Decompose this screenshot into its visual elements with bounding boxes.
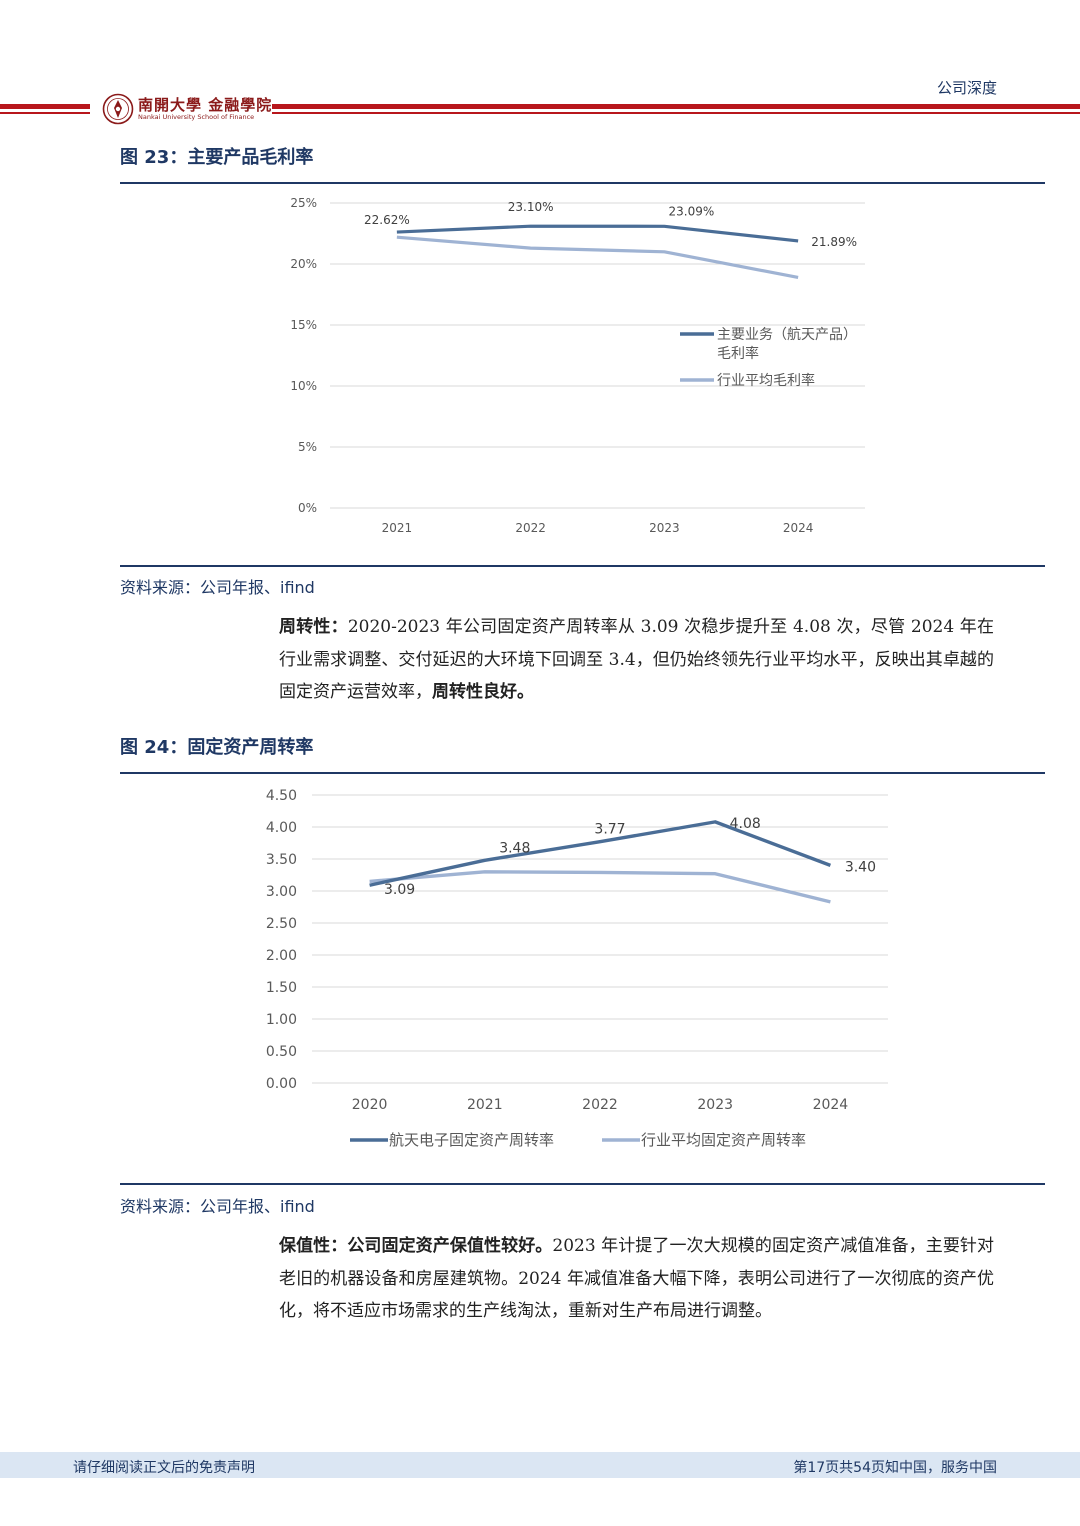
y-tick-label: 0%	[298, 501, 317, 515]
y-tick-label: 2.50	[266, 916, 297, 932]
y-tick-label: 0.50	[266, 1044, 297, 1060]
series-line-2	[396, 235, 799, 279]
data-label: 3.09	[384, 882, 415, 898]
figure-24-source: 资料来源：公司年报、ifind	[120, 1197, 315, 1216]
y-tick-label: 4.00	[266, 820, 297, 836]
footer-disclaimer: 请仔细阅读正文后的免责声明	[73, 1460, 255, 1476]
y-tick-label: 0.00	[266, 1076, 297, 1092]
section-label: 公司深度	[936, 79, 997, 97]
legend-label-1: 航天电子固定资产周转率	[389, 1131, 554, 1149]
data-label: 4.08	[730, 816, 761, 832]
logo-cn-text: 南開大學 金融學院	[138, 96, 273, 114]
legend-label-2: 行业平均固定资产周转率	[641, 1131, 806, 1149]
logo-en-text: Nankai University School of Finance	[138, 113, 255, 121]
figure-23-bottom-rule	[120, 565, 1045, 567]
data-label: 3.77	[594, 822, 625, 838]
value-retention-paragraph: 保值性：公司固定资产保值性较好。2023 年计提了一次大规模的固定资产减值准备，…	[279, 1230, 994, 1328]
y-tick-label: 3.00	[266, 884, 297, 900]
turnover-body: 2020-2023 年公司固定资产周转率从 3.09 次稳步提升至 4.08 次…	[279, 617, 994, 702]
x-tick-label: 2021	[467, 1097, 503, 1113]
y-tick-label: 25%	[290, 196, 317, 210]
series-line-1	[369, 820, 832, 887]
figure-24-top-rule	[120, 772, 1045, 774]
y-tick-label: 1.00	[266, 1012, 297, 1028]
x-tick-label: 2023	[649, 521, 680, 535]
value-retention-lead: 保值性：公司固定资产保值性较好。	[279, 1236, 553, 1256]
turnover-paragraph: 周转性：2020-2023 年公司固定资产周转率从 3.09 次稳步提升至 4.…	[279, 611, 994, 709]
figure-24-bottom-rule	[120, 1183, 1045, 1185]
y-tick-label: 5%	[298, 440, 317, 454]
footer-band	[0, 1452, 1080, 1478]
figure-23-title: 图 23：主要产品毛利率	[120, 147, 314, 168]
data-label: 23.09%	[668, 204, 714, 218]
header-rule-left-top	[0, 104, 90, 109]
y-tick-label: 3.50	[266, 852, 297, 868]
figure-24-title: 图 24：固定资产周转率	[120, 737, 314, 758]
legend-label-2: 行业平均毛利率	[717, 372, 815, 389]
x-tick-label: 2022	[515, 521, 546, 535]
header-rule-right-bottom	[272, 112, 1080, 114]
turnover-lead: 周转性：	[279, 617, 348, 637]
data-label: 21.89%	[811, 235, 857, 249]
y-tick-label: 1.50	[266, 980, 297, 996]
x-tick-label: 2022	[582, 1097, 618, 1113]
legend-label-1-line-2: 毛利率	[717, 345, 759, 362]
x-tick-label: 2023	[697, 1097, 733, 1113]
data-label: 23.10%	[508, 200, 554, 214]
y-tick-label: 4.50	[266, 788, 297, 804]
figure-23-top-rule	[120, 182, 1045, 184]
x-tick-label: 2020	[352, 1097, 388, 1113]
y-tick-label: 10%	[290, 379, 317, 393]
x-tick-label: 2024	[813, 1097, 849, 1113]
x-tick-label: 2024	[783, 521, 814, 535]
asset-turnover-chart: 0.00 0.50 1.00 1.50 2.00 2.50 3.00 3.50 4.00 4.50…	[266, 788, 888, 1149]
series-line-2	[369, 870, 831, 904]
turnover-conclusion: 周转性良好。	[432, 682, 534, 702]
seal-icon	[102, 93, 134, 125]
university-logo: 南開大學 金融學院 Nankai University School of Fi…	[102, 92, 272, 126]
footer-page-info: 第17页共54页知中国，服务中国	[793, 1460, 997, 1476]
header-rule-left-bottom	[0, 112, 90, 114]
y-tick-label: 20%	[290, 257, 317, 271]
data-label: 22.62%	[364, 213, 410, 227]
data-label: 3.48	[499, 840, 530, 856]
legend-label-1-line-1: 主要业务（航天产品）	[717, 327, 857, 343]
data-label: 3.40	[845, 859, 876, 875]
figure-23-source: 资料来源：公司年报、ifind	[120, 578, 315, 597]
series-line-1	[396, 224, 799, 243]
y-tick-label: 15%	[290, 318, 317, 332]
value-retention-body: 2023 年计提了一次大规模的固定资产减值准备，主要针对老旧的机器设备和房屋建筑…	[279, 1236, 995, 1321]
gross-margin-chart: 0% 5% 10% 15% 20% 25% 2021 2022 2023 2024 22.62% 23…	[290, 196, 865, 535]
y-tick-label: 2.00	[266, 948, 297, 964]
x-tick-label: 2021	[382, 521, 413, 535]
header-rule-right-top	[272, 104, 1080, 109]
